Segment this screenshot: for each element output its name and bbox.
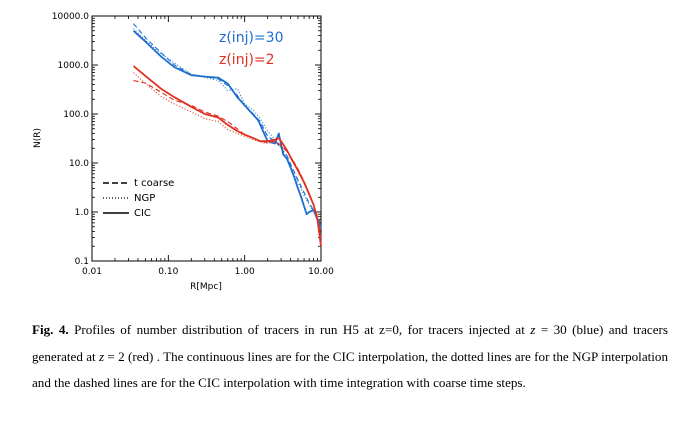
plot-frame — [91, 15, 322, 262]
legend-label-ngp: NGP — [134, 193, 155, 204]
y-tick-label: 10.0 — [69, 159, 89, 169]
y-tick-label: 100.0 — [63, 110, 89, 120]
figure-4-plot: 0.01 0.10 1.00 10.00 10000.0 1000.0 100.0 10.0 1… — [33, 12, 334, 292]
y-tick-label: 1.0 — [75, 208, 90, 218]
y-tick-label: 0.1 — [75, 257, 89, 267]
caption-text-1: Profiles of number distribution of trace… — [68, 322, 531, 337]
axis-ticks: 0.01 0.10 1.00 10.00 10000.0 1000.0 100.0 10.0 1… — [52, 12, 334, 277]
caption-z-symbol-2: z — [98, 348, 105, 364]
caption-text-2: = 30 (blue) and tracers generated at — [32, 322, 669, 364]
annotation-red: z(inj)=2 — [219, 52, 275, 68]
data-series — [132, 23, 322, 247]
figure-caption: Fig. 4. Profiles of number distribution … — [32, 317, 668, 397]
x-tick-label: 0.01 — [82, 267, 102, 277]
x-tick-label: 0.10 — [158, 267, 178, 277]
series-line-red-dashed — [133, 80, 322, 238]
caption-label: Fig. 4. — [32, 322, 69, 337]
legend-label-t-coarse: t coarse — [134, 178, 174, 189]
x-axis-label: R[Mpc] — [190, 282, 222, 292]
y-tick-label: 1000.0 — [58, 61, 90, 71]
series-line-red-solid — [132, 65, 322, 247]
y-tick-label: 10000.0 — [52, 12, 89, 22]
x-tick-label: 1.00 — [235, 267, 255, 277]
legend-label-cic: CIC — [134, 208, 151, 219]
series-line-red-dotted — [133, 72, 322, 238]
annotation-blue: z(inj)=30 — [219, 30, 283, 46]
y-axis-label: N(R) — [33, 128, 43, 148]
caption-text-3: = 2 (red) . The continuous lines are for… — [32, 348, 669, 391]
caption-z-symbol-1: z — [530, 322, 536, 337]
legend: t coarse NGP CIC — [103, 178, 174, 219]
x-tick-label: 10.00 — [308, 267, 334, 277]
